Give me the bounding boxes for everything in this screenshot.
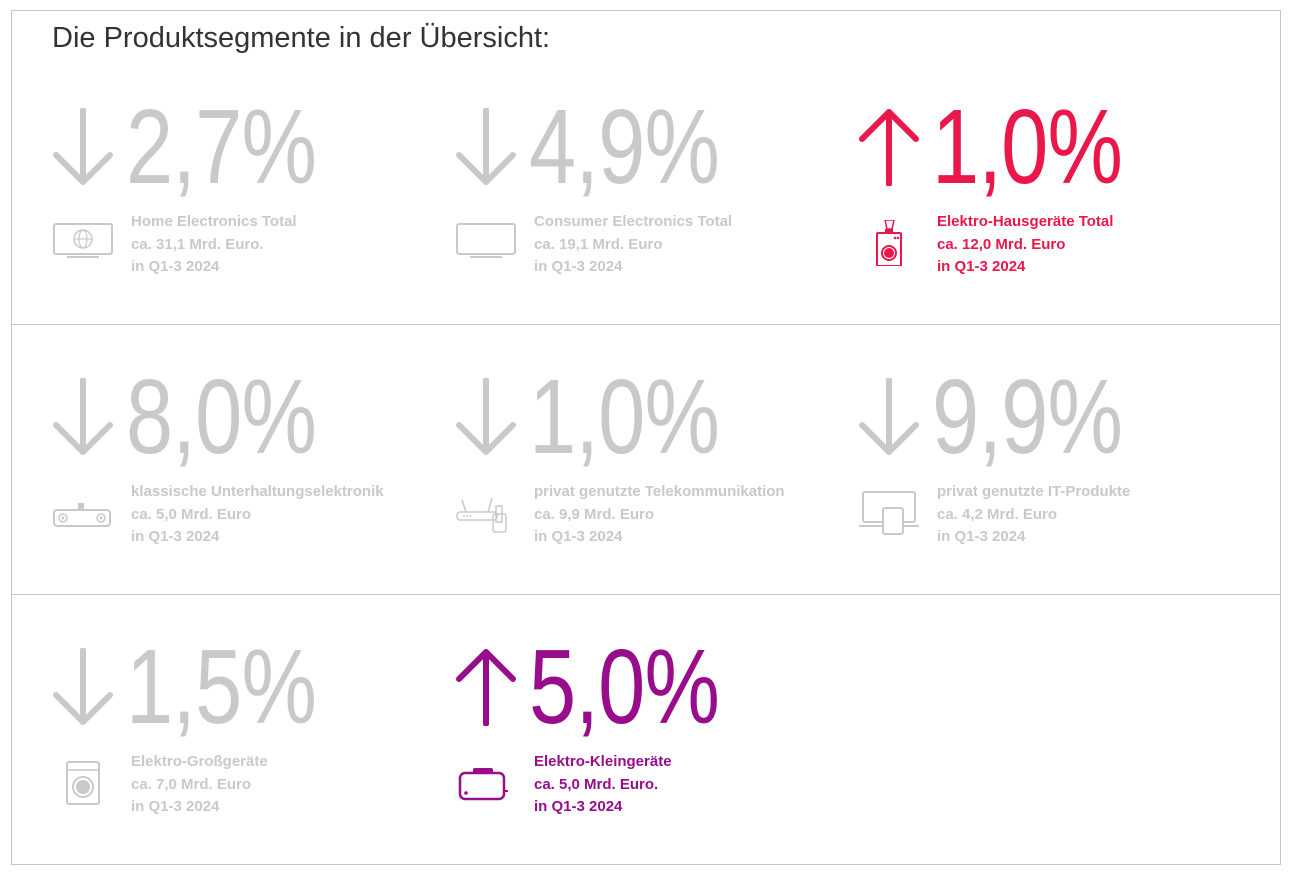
segment-tile: 8,0% klassische Unterhaltungselektronik ca… — [52, 364, 452, 564]
change-percent: 1,0% — [529, 358, 720, 476]
segment-period: in Q1-3 2024 — [131, 258, 220, 275]
row-divider — [11, 324, 1281, 325]
segment-tile: 5,0% Elektro-Kleingeräte ca. 5,0 Mrd. Euro… — [455, 634, 855, 834]
washing-machine-icon — [66, 761, 100, 805]
segment-tile: 9,9% privat genutzte IT-Produkte ca. 4,2 M… — [858, 364, 1258, 564]
row-divider — [11, 594, 1281, 595]
arrow-up-icon — [456, 649, 516, 726]
segment-period: in Q1-3 2024 — [937, 258, 1026, 275]
router-phone-icon — [456, 497, 507, 533]
laptop-tablet-icon — [859, 491, 919, 535]
arrow-up-icon — [859, 109, 919, 186]
segment-description: Elektro-Großgeräte ca. 7,0 Mrd. Euro in Q1… — [131, 751, 268, 819]
segment-name: Home Electronics Total — [131, 213, 297, 230]
arrow-down-icon — [456, 108, 516, 185]
segment-tile: 4,9% Consumer Electronics Total ca. 19,1 M… — [455, 94, 855, 294]
segment-description: privat genutzte Telekommunikation ca. 9,9… — [534, 481, 785, 549]
segment-name: privat genutzte IT-Produkte — [937, 483, 1131, 500]
change-percent: 2,7% — [126, 88, 317, 206]
change-percent: 8,0% — [126, 358, 317, 476]
segment-description: klassische Unterhaltungselektronik ca. 5,… — [131, 481, 384, 549]
washing-machine-blender-icon — [876, 220, 902, 266]
segment-revenue: ca. 19,1 Mrd. Euro — [534, 235, 663, 253]
segment-tile: 2,7% Home Electronics Total ca. 31,1 Mrd. … — [52, 94, 452, 294]
segment-revenue: ca. 5,0 Mrd. Euro — [131, 505, 252, 523]
overview-panel — [11, 10, 1281, 865]
segment-revenue: ca. 31,1 Mrd. Euro. — [131, 235, 264, 253]
change-percent: 9,9% — [932, 358, 1123, 476]
toaster-icon — [458, 768, 508, 801]
segment-description: privat genutzte IT-Produkte ca. 4,2 Mrd. … — [937, 481, 1130, 549]
change-percent: 1,5% — [126, 628, 317, 746]
segment-tile: 1,5% Elektro-Großgeräte ca. 7,0 Mrd. Euro i… — [52, 634, 452, 834]
segment-revenue: ca. 5,0 Mrd. Euro. — [534, 775, 659, 793]
segment-tile: 1,0% Elektro-Hausgeräte Total ca. 12,0 Mrd… — [858, 94, 1258, 294]
arrow-down-icon — [859, 378, 919, 455]
segment-revenue: ca. 7,0 Mrd. Euro — [131, 775, 252, 793]
change-percent: 5,0% — [529, 628, 720, 746]
change-percent: 1,0% — [932, 88, 1123, 206]
segment-revenue: ca. 12,0 Mrd. Euro — [937, 235, 1066, 253]
page-title: Die Produktsegmente in der Übersicht: — [52, 22, 551, 54]
segment-period: in Q1-3 2024 — [534, 528, 623, 545]
segment-period: in Q1-3 2024 — [534, 798, 623, 815]
arrow-down-icon — [456, 378, 516, 455]
arrow-down-icon — [53, 648, 113, 725]
change-percent: 4,9% — [529, 88, 720, 206]
segment-name: klassische Unterhaltungselektronik — [131, 483, 384, 500]
segment-description: Elektro-Hausgeräte Total ca. 12,0 Mrd. Eu… — [937, 211, 1113, 279]
segment-period: in Q1-3 2024 — [937, 528, 1026, 545]
segment-period: in Q1-3 2024 — [534, 258, 623, 275]
segment-revenue: ca. 4,2 Mrd. Euro — [937, 505, 1058, 523]
segment-name: Consumer Electronics Total — [534, 213, 733, 230]
segment-description: Consumer Electronics Total ca. 19,1 Mrd. … — [534, 211, 732, 279]
tv-icon — [456, 223, 516, 258]
segment-description: Home Electronics Total ca. 31,1 Mrd. Euro… — [131, 211, 297, 279]
tv-globe-icon — [53, 223, 113, 258]
segment-name: privat genutzte Telekommunikation — [534, 483, 785, 500]
segment-revenue: ca. 9,9 Mrd. Euro — [534, 505, 655, 523]
arrow-down-icon — [53, 108, 113, 185]
segment-name: Elektro-Großgeräte — [131, 753, 268, 770]
segment-description: Elektro-Kleingeräte ca. 5,0 Mrd. Euro. in … — [534, 751, 672, 819]
segment-tile: 1,0% privat genutzte Telekommunikation ca.… — [455, 364, 855, 564]
segment-period: in Q1-3 2024 — [131, 798, 220, 815]
arrow-down-icon — [53, 378, 113, 455]
segment-period: in Q1-3 2024 — [131, 528, 220, 545]
segment-name: Elektro-Hausgeräte Total — [937, 213, 1114, 230]
segment-name: Elektro-Kleingeräte — [534, 753, 672, 770]
speaker-icon — [53, 503, 111, 527]
